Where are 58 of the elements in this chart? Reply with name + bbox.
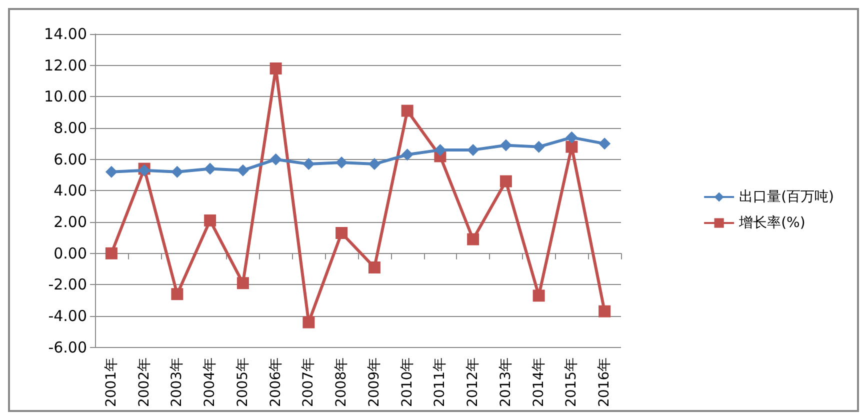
x-tick-label: 2003年 (169, 357, 186, 408)
point (302, 158, 315, 170)
point (401, 148, 414, 161)
point (270, 153, 282, 166)
point (270, 62, 282, 74)
x-tick-label: 2006年 (268, 357, 284, 408)
point (566, 131, 578, 144)
point (336, 226, 348, 239)
point (171, 166, 184, 178)
x-tick-label: 2013年 (498, 357, 514, 408)
point (171, 288, 184, 300)
x-tick-label: 2010年 (399, 357, 416, 408)
x-tick-label: 2002年 (136, 357, 152, 408)
point (566, 140, 578, 153)
x-tick-label: 2012年 (465, 357, 482, 408)
point (105, 166, 118, 178)
point (302, 316, 315, 328)
point (368, 158, 380, 170)
legend-label: 出口量(百万吨) (739, 189, 834, 205)
point (105, 247, 118, 260)
y-tick-label: 4.00 (54, 182, 87, 200)
point (598, 138, 611, 150)
y-tick-label: 6.00 (54, 150, 87, 168)
point (204, 162, 216, 175)
y-tick-label: 2.00 (54, 213, 87, 232)
point (532, 140, 545, 153)
y-tick-label: -2.00 (48, 276, 87, 294)
x-tick-label: 2015年 (564, 357, 580, 408)
point (204, 214, 216, 226)
y-tick-label: 12.00 (44, 56, 87, 74)
x-tick-label: 2008年 (334, 357, 350, 408)
x-tick-label: 2009年 (366, 357, 382, 408)
point (598, 305, 611, 318)
y-tick-label: -6.00 (48, 338, 87, 356)
x-tick-label: 2004年 (202, 357, 218, 408)
point (401, 104, 414, 117)
x-tick-label: 2005年 (234, 357, 251, 408)
x-tick-label: 2016年 (596, 357, 613, 408)
point (236, 277, 249, 290)
x-tick-label: 2014年 (530, 357, 547, 408)
y-tick-label: 8.00 (54, 119, 87, 138)
point (236, 164, 249, 176)
point (336, 156, 348, 168)
y-tick-label: 14.00 (44, 25, 87, 43)
x-tick-label: 2001年 (103, 357, 120, 408)
x-tick-label: 2007年 (300, 357, 317, 408)
y-tick-label: 10.00 (44, 88, 87, 106)
point (532, 290, 545, 302)
legend-label: 增长率(%) (738, 215, 806, 231)
point (467, 144, 480, 156)
y-tick-label: -4.00 (48, 307, 87, 326)
point (434, 144, 446, 156)
point (467, 233, 480, 246)
y-tick-label: 0.00 (54, 244, 87, 262)
point (500, 175, 512, 188)
point (500, 139, 512, 152)
x-tick-label: 2011年 (432, 357, 448, 408)
point (368, 261, 380, 274)
